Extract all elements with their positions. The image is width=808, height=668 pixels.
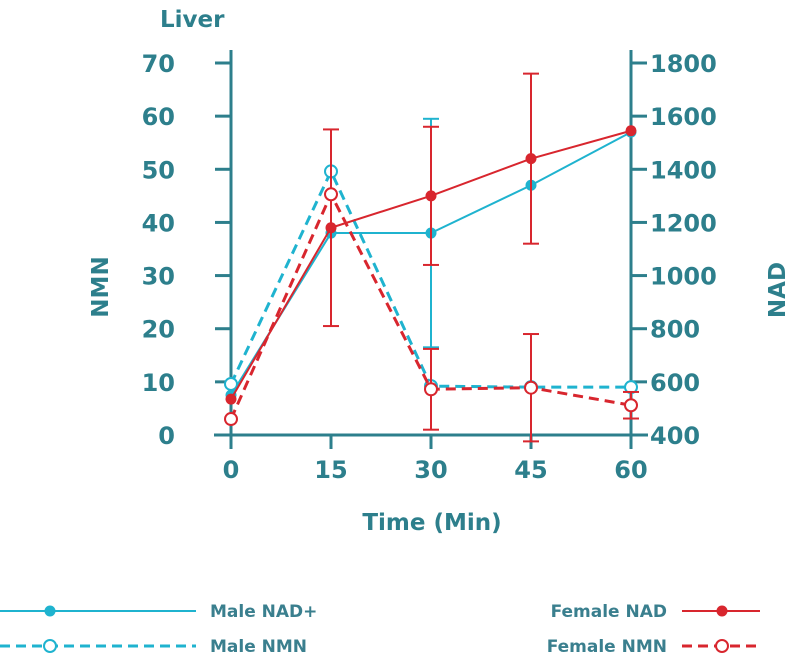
legend-marker [43,639,57,653]
y-tick-label-right: 1800 [650,50,717,78]
y-tick-label-right: 1000 [650,263,717,291]
data-point [224,376,238,391]
legend-marker [716,605,728,617]
y-tick-label-left: 60 [142,103,175,131]
x-tick-label: 30 [414,456,447,484]
series-female-nmn [224,187,639,443]
x-tick-label: 60 [614,456,647,484]
data-point [225,393,237,405]
y-tick-label-right: 400 [650,422,700,450]
data-point [525,153,537,165]
y-tick-label-left: 30 [142,263,175,291]
y-tick-label-left: 70 [142,50,175,78]
y-ticks-left: 0 10 20 30 40 50 60 70 [142,50,231,450]
y-tick-label-right: 1600 [650,103,717,131]
data-point [625,125,637,137]
y-tick-label-left: 10 [142,369,175,397]
y-ticks-right: 400 600 800 1000 1200 1400 1600 1800 [631,50,717,450]
y-tick-label-left: 50 [142,156,175,184]
data-point [524,380,538,395]
chart-title: Liver [160,7,225,33]
y-tick-label-left: 0 [158,422,175,450]
legend-item-female-nad: Female NAD [551,602,760,622]
y-tick-label-right: 1200 [650,209,717,237]
series-female-nad [225,72,637,405]
legend-item-male-nad: Male NAD+ [0,602,317,622]
data-point [425,190,437,202]
y-axis-right-label: NAD [765,262,791,318]
data-point [424,382,438,397]
x-ticks: 0 15 30 45 60 [223,435,648,484]
legend-label: Female NAD [551,602,667,622]
y-tick-label-right: 600 [650,369,700,397]
data-point [325,222,337,234]
x-tick-label: 15 [314,456,347,484]
legend-marker [715,639,729,653]
y-tick-label-right: 1400 [650,156,717,184]
legend-item-male-nmn: Male NMN [0,637,307,657]
data-point [224,412,238,427]
legend-marker [44,605,56,617]
data-point [624,398,638,413]
x-tick-label: 0 [223,456,240,484]
legend-label: Female NMN [547,637,667,657]
y-tick-label-right: 800 [650,316,700,344]
legend: Male NAD+ Male NMN Female NAD Female NMN [0,602,760,657]
legend-label: Male NAD+ [210,602,317,622]
legend-label: Male NMN [210,637,307,657]
legend-item-female-nmn: Female NMN [547,637,760,657]
x-axis-label: Time (Min) [362,510,501,536]
series-layer [224,72,639,443]
y-axis-left-label: NMN [88,256,114,317]
data-point [324,187,338,202]
y-tick-label-left: 20 [142,316,175,344]
y-tick-label-left: 40 [142,209,175,237]
x-tick-label: 45 [514,456,547,484]
